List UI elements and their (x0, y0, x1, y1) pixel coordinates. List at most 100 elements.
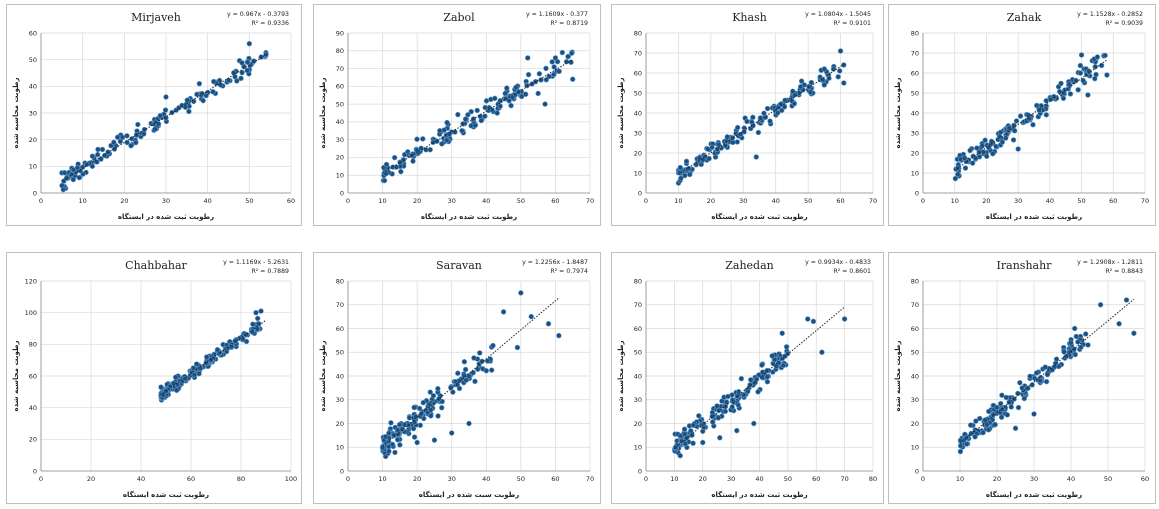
data-point (111, 139, 117, 146)
data-point (468, 108, 474, 115)
data-point (761, 110, 767, 117)
data-point (706, 155, 712, 162)
data-point (1030, 122, 1036, 128)
x-tick-label: 40 (482, 197, 490, 205)
data-point (1092, 75, 1098, 82)
data-point (759, 362, 765, 368)
x-axis-label: رطوبت ثبت شده در ایستگاه (986, 490, 1082, 499)
data-point (990, 151, 996, 157)
data-point (474, 107, 480, 114)
x-tick-label: 30 (448, 475, 456, 483)
data-point (191, 372, 197, 378)
data-point (841, 80, 847, 86)
y-tick-label: 60 (634, 325, 642, 333)
data-point (497, 103, 503, 109)
y-tick-label: 20 (634, 420, 642, 428)
data-point (163, 115, 169, 121)
data-point (435, 413, 441, 419)
data-point (722, 143, 729, 149)
data-point (459, 128, 465, 134)
y-tick-label: 40 (29, 83, 37, 91)
data-point (837, 48, 844, 54)
x-tick-label: 60 (836, 197, 844, 205)
data-point (1058, 80, 1064, 87)
data-point (449, 430, 455, 436)
data-point (463, 377, 469, 383)
data-point (255, 315, 261, 322)
data-point (1010, 137, 1017, 143)
y-tick-label: 70 (911, 49, 919, 57)
data-point (1060, 95, 1067, 102)
y-tick-label: 50 (29, 56, 37, 64)
data-point (508, 102, 514, 109)
data-point (441, 127, 447, 133)
y-tick-label: 20 (29, 436, 37, 444)
data-point (1068, 340, 1074, 346)
data-point (752, 380, 758, 386)
data-point (1098, 62, 1105, 69)
y-tick-label: 0 (915, 189, 919, 197)
data-point (782, 97, 788, 104)
data-point (1078, 344, 1084, 350)
data-point (444, 119, 450, 126)
y-tick-label: 100 (25, 309, 37, 317)
x-tick-label: 50 (1077, 197, 1085, 205)
x-tick-label: 60 (1141, 475, 1149, 483)
data-point (475, 366, 481, 372)
data-point (737, 131, 744, 138)
data-point (536, 71, 543, 77)
x-tick-label: 10 (674, 197, 682, 205)
data-point (807, 89, 814, 95)
y-tick-label: 20 (911, 149, 919, 157)
data-point (753, 154, 759, 160)
data-point (767, 118, 773, 124)
data-point (427, 389, 433, 395)
data-point (837, 68, 843, 74)
x-tick-label: 70 (1141, 197, 1149, 205)
y-axis-label: رطوبت محاسبه شده (12, 341, 20, 412)
data-point (552, 55, 559, 61)
x-tick-label: 0 (346, 475, 350, 483)
data-point (993, 143, 999, 150)
x-tick-label: 0 (921, 197, 925, 205)
trendline-equation: y = 1.1169x - 5.2631 (223, 259, 289, 266)
x-tick-label: 40 (1067, 475, 1075, 483)
data-point (427, 147, 433, 153)
data-point (681, 426, 688, 432)
y-tick-label: 50 (336, 100, 344, 108)
x-tick-label: 20 (982, 197, 990, 205)
data-point (764, 379, 771, 385)
y-tick-label: 80 (634, 29, 642, 37)
data-point (1077, 70, 1084, 76)
data-point (790, 88, 796, 94)
data-point (253, 309, 259, 316)
data-point (722, 408, 729, 415)
data-point (256, 321, 262, 327)
r-squared-label: R² = 0.9101 (833, 20, 871, 27)
data-point (690, 440, 696, 446)
chart-title: Mirjaveh (131, 11, 181, 24)
data-point (841, 62, 847, 68)
data-point (764, 367, 770, 374)
y-tick-label: 90 (336, 29, 344, 37)
data-point (510, 94, 516, 101)
data-point (999, 139, 1006, 145)
data-point (556, 68, 562, 75)
y-tick-label: 60 (336, 83, 344, 91)
y-tick-label: 30 (336, 136, 344, 144)
chart-title: Saravan (436, 259, 482, 272)
data-point (1051, 93, 1057, 100)
y-tick-label: 70 (634, 301, 642, 309)
data-point (568, 50, 575, 56)
x-axis-label: رطوبت سبت شده در ایستگاه (419, 490, 519, 499)
data-point (757, 115, 764, 121)
data-point (986, 145, 992, 151)
x-tick-label: 40 (137, 475, 145, 483)
data-point (263, 51, 269, 58)
x-tick-label: 20 (120, 197, 128, 205)
y-tick-label: 80 (29, 341, 37, 349)
data-point (682, 172, 688, 179)
y-tick-label: 40 (634, 372, 642, 380)
data-point (999, 392, 1005, 398)
data-point (565, 53, 571, 60)
